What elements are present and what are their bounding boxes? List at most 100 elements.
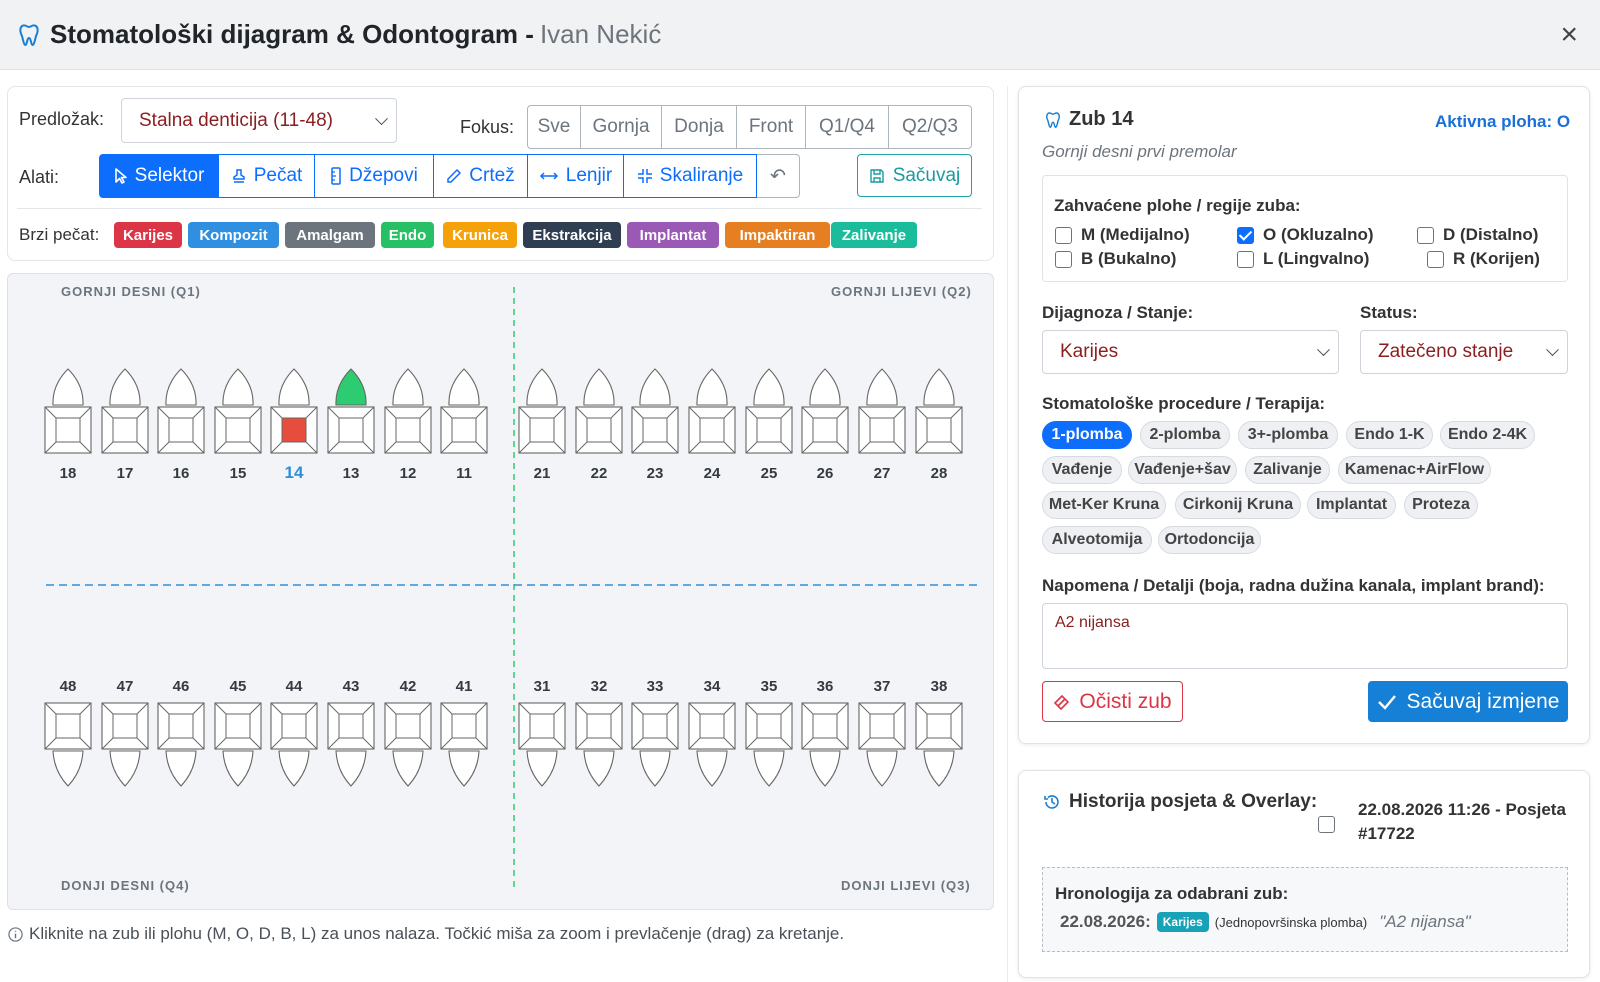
stamp-kompozit-button[interactable]: Kompozit	[188, 222, 279, 248]
tooth-number-21[interactable]: 21	[533, 465, 551, 482]
face-l-checkbox[interactable]: L (Lingvalno)	[1237, 249, 1369, 269]
tooth-number-12[interactable]: 12	[399, 465, 417, 482]
face-m-checkbox[interactable]: M (Medijalno)	[1055, 225, 1190, 245]
stamp-krunica-button[interactable]: Krunica	[443, 222, 517, 248]
procedure-pill-5[interactable]: Vađenje	[1042, 456, 1122, 484]
close-button[interactable]: ×	[1560, 18, 1578, 51]
focus-all-button[interactable]: Sve	[527, 105, 581, 149]
procedure-pill-6[interactable]: Vađenje+šav	[1128, 456, 1237, 484]
overlay-checkbox[interactable]	[1318, 816, 1335, 833]
tooth-number-28[interactable]: 28	[930, 465, 948, 482]
tooth-number-33[interactable]: 33	[646, 678, 664, 695]
tool-selector-button[interactable]: Selektor	[99, 154, 219, 198]
tooth-number-25[interactable]: 25	[760, 465, 778, 482]
pencil-icon	[447, 168, 462, 183]
chevron-down-icon	[1317, 343, 1330, 357]
tooth-number-36[interactable]: 36	[816, 678, 834, 695]
procedure-pill-9[interactable]: Met-Ker Kruna	[1042, 491, 1166, 519]
stamp-amalgam-button[interactable]: Amalgam	[285, 222, 375, 248]
face-r-checkbox[interactable]: R (Korijen)	[1427, 249, 1540, 269]
tooth-number-42[interactable]: 42	[399, 678, 417, 695]
tooth-number-37[interactable]: 37	[873, 678, 891, 695]
face-m-box[interactable]	[1055, 226, 1072, 244]
stamp-endo-button[interactable]: Endo	[381, 222, 434, 248]
quadrant-q2-label: GORNJI LIJEVI (Q2)	[831, 284, 972, 299]
tooth-number-43[interactable]: 43	[342, 678, 360, 695]
procedure-pill-13[interactable]: Alveotomija	[1042, 526, 1152, 554]
tooth-number-47[interactable]: 47	[116, 678, 134, 695]
save-changes-button[interactable]: Sačuvaj izmjene	[1368, 681, 1568, 722]
tooth-number-38[interactable]: 38	[930, 678, 948, 695]
face-d-box[interactable]	[1417, 226, 1434, 244]
tooth-description: Gornji desni prvi premolar	[1042, 142, 1237, 161]
tooth-number-41[interactable]: 41	[455, 678, 473, 695]
tool-draw-button[interactable]: Crtež	[434, 154, 528, 198]
stamp-ekstrakcija-button[interactable]: Ekstrakcija	[523, 222, 621, 248]
tooth-number-14[interactable]: 14	[284, 463, 304, 482]
visit-info: 22.08.2026 11:26 - Posjeta #17722	[1358, 798, 1573, 846]
tooth-number-44[interactable]: 44	[285, 678, 303, 695]
clear-tooth-button[interactable]: Očisti zub	[1042, 681, 1183, 722]
procedure-pill-10[interactable]: Cirkonij Kruna	[1175, 491, 1301, 519]
face-o-checkbox[interactable]: O (Okluzalno)	[1237, 225, 1374, 245]
tool-stamp-button[interactable]: Pečat	[219, 154, 315, 198]
toolbar-save-button[interactable]: Sačuvaj	[857, 154, 972, 197]
tool-pockets-button[interactable]: Džepovi	[315, 154, 434, 198]
tool-ruler-button[interactable]: Lenjir	[528, 154, 624, 198]
tooth-number-31[interactable]: 31	[533, 678, 551, 695]
procedure-pill-1[interactable]: 2-plomba	[1140, 421, 1230, 449]
stamp-impaktiran-button[interactable]: Impaktiran	[725, 222, 830, 248]
stamp-zalivanje-button[interactable]: Zalivanje	[831, 222, 917, 248]
face-o-box[interactable]	[1237, 226, 1254, 244]
template-select[interactable]: Stalna denticija (11-48)	[121, 98, 397, 143]
tooth-number-22[interactable]: 22	[590, 465, 608, 482]
face-l-box[interactable]	[1237, 250, 1254, 268]
tooth-number-45[interactable]: 45	[229, 678, 247, 695]
procedure-pill-2[interactable]: 3+-plomba	[1238, 421, 1338, 449]
procedure-pill-7[interactable]: Zalivanje	[1245, 456, 1330, 484]
tooth-number-18[interactable]: 18	[59, 465, 77, 482]
procedure-pill-12[interactable]: Proteza	[1404, 491, 1478, 519]
procedure-pill-11[interactable]: Implantat	[1307, 491, 1396, 519]
face-r-box[interactable]	[1427, 250, 1444, 268]
undo-button[interactable]: ↶	[757, 154, 800, 198]
tooth-number-32[interactable]: 32	[590, 678, 608, 695]
focus-front-button[interactable]: Front	[737, 105, 806, 149]
diagnosis-select[interactable]: Karijes	[1042, 330, 1339, 374]
procedure-pill-3[interactable]: Endo 1-K	[1346, 421, 1433, 449]
tooth-number-13[interactable]: 13	[342, 465, 360, 482]
status-select[interactable]: Zatečeno stanje	[1360, 330, 1568, 374]
tooth-number-34[interactable]: 34	[703, 678, 721, 695]
tool-scale-button[interactable]: Skaliranje	[624, 154, 757, 198]
timeline-date: 22.08.2026:	[1060, 912, 1151, 931]
tooth-number-48[interactable]: 48	[59, 678, 77, 695]
stamp-implantat-button[interactable]: Implantat	[627, 222, 719, 248]
stamp-karijes-button[interactable]: Karijes	[114, 222, 182, 248]
focus-q1q4-button[interactable]: Q1/Q4	[806, 105, 889, 149]
face-d-checkbox[interactable]: D (Distalno)	[1417, 225, 1538, 245]
tooth-number-26[interactable]: 26	[816, 465, 834, 482]
tooth-number-46[interactable]: 46	[172, 678, 190, 695]
face-b-checkbox[interactable]: B (Bukalno)	[1055, 249, 1176, 269]
tooth-number-35[interactable]: 35	[760, 678, 778, 695]
tooth-number-16[interactable]: 16	[172, 465, 190, 482]
tooth-number-17[interactable]: 17	[116, 465, 134, 482]
odontogram-canvas[interactable]	[7, 273, 994, 910]
face-b-box[interactable]	[1055, 250, 1072, 268]
focus-q2q3-button[interactable]: Q2/Q3	[889, 105, 972, 149]
tooth-number-15[interactable]: 15	[229, 465, 247, 482]
status-label: Status:	[1360, 303, 1418, 322]
modal-title: Stomatološki dijagram & Odontogram -	[50, 19, 534, 49]
procedure-pill-4[interactable]: Endo 2-4K	[1440, 421, 1535, 449]
note-textarea[interactable]: A2 nijansa	[1042, 603, 1568, 669]
procedure-pill-0[interactable]: 1-plomba	[1042, 421, 1132, 449]
tooth-number-27[interactable]: 27	[873, 465, 891, 482]
focus-lower-button[interactable]: Donja	[662, 105, 737, 149]
chart-hint: Kliknite na zub ili plohu (M, O, D, B, L…	[8, 924, 844, 944]
tooth-number-11[interactable]: 11	[456, 465, 472, 482]
tooth-number-24[interactable]: 24	[703, 465, 721, 482]
procedure-pill-8[interactable]: Kamenac+AirFlow	[1338, 456, 1491, 484]
procedure-pill-14[interactable]: Ortodoncija	[1158, 526, 1261, 554]
tooth-number-23[interactable]: 23	[646, 465, 664, 482]
focus-upper-button[interactable]: Gornja	[581, 105, 662, 149]
